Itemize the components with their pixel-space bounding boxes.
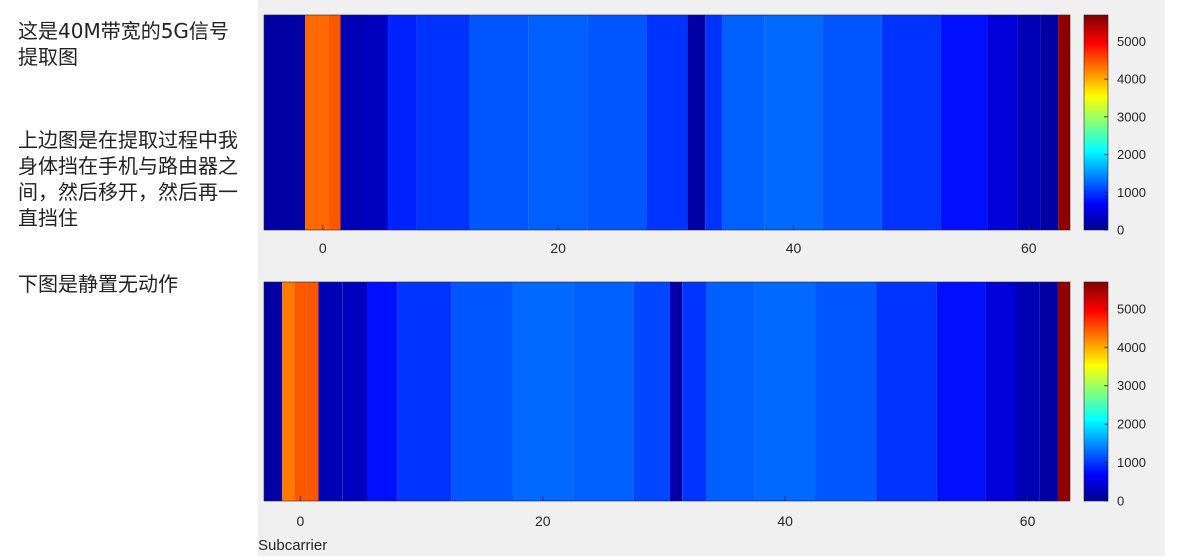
axes-frame xyxy=(263,14,1071,231)
heatmap-column xyxy=(1017,15,1041,230)
heatmap-column xyxy=(822,15,882,230)
heatmap-column xyxy=(1015,282,1040,501)
note-top-figure: 上边图是在提取过程中我身体挡在手机与路由器之间，然后移开，然后再一直挡住 xyxy=(18,128,238,230)
heatmap-column xyxy=(815,282,877,501)
heatmap-column xyxy=(469,15,529,230)
heatmap-column xyxy=(936,282,986,501)
colorbar-tick-label: 4000 xyxy=(1117,72,1146,87)
note-bottom-figure: 下图是静置无动作 xyxy=(18,272,178,296)
figure-canvas: 0 20 40 60 0 1000 2000 3000 4000 5000 0 20 40 60 0 100… xyxy=(258,0,1165,556)
colorbar-tick-label: 5000 xyxy=(1117,34,1146,49)
heatmap-column xyxy=(682,282,707,501)
heatmap-top: 0 20 40 60 0 1000 2000 3000 4000 5000 xyxy=(263,14,1146,256)
heatmap-column xyxy=(328,15,341,230)
x-tick-label: 20 xyxy=(535,513,551,529)
heatmap-column xyxy=(512,282,574,501)
heatmap-column xyxy=(397,282,452,501)
colorbar-tick-label: 3000 xyxy=(1117,109,1146,124)
colorbar-tick-label: 0 xyxy=(1117,494,1124,509)
heatmap-column xyxy=(987,15,1017,230)
colorbar-tick-label: 1000 xyxy=(1117,185,1146,200)
colorbar xyxy=(1083,14,1109,231)
colorbar-tick-label: 2000 xyxy=(1117,147,1146,162)
heatmap-column xyxy=(587,15,647,230)
heatmap-column xyxy=(264,282,283,501)
heatmap-column xyxy=(340,15,364,230)
heatmap-column xyxy=(1040,15,1059,230)
x-tick-label: 0 xyxy=(296,513,304,529)
colorbar-tick-label: 3000 xyxy=(1117,378,1146,393)
colorbar-tick-label: 0 xyxy=(1117,223,1124,238)
heatmap-column xyxy=(687,15,706,230)
x-tick-label: 40 xyxy=(786,240,802,256)
heatmap-column xyxy=(985,282,1016,501)
heatmap-column xyxy=(294,282,307,501)
colorbar xyxy=(1083,281,1109,502)
note-bandwidth: 这是40M带宽的5G信号提取图 xyxy=(18,19,229,69)
heatmap-column xyxy=(940,15,988,230)
heatmap-column xyxy=(367,282,398,501)
heatmap-column xyxy=(705,15,723,230)
colorbar-tick-label: 4000 xyxy=(1117,340,1146,355)
axes-frame xyxy=(263,281,1071,502)
heatmap-column xyxy=(633,282,671,501)
x-tick-label: 60 xyxy=(1020,513,1036,529)
heatmap-column xyxy=(417,15,470,230)
heatmap-column xyxy=(451,282,513,501)
x-tick-label: 20 xyxy=(550,240,566,256)
heatmap-column xyxy=(318,282,343,501)
heatmap-column xyxy=(387,15,417,230)
heatmap-column xyxy=(881,15,941,230)
heatmap-column xyxy=(1039,282,1058,501)
x-tick-label: 0 xyxy=(319,240,327,256)
colorbar-tick-label: 1000 xyxy=(1117,455,1146,470)
heatmap-column xyxy=(754,282,816,501)
heatmap-column xyxy=(722,15,765,230)
heatmap-column xyxy=(1058,15,1070,230)
heatmap-column xyxy=(1057,282,1070,501)
heatmap-column xyxy=(342,282,367,501)
colorbar-tick-label: 5000 xyxy=(1117,301,1146,316)
heatmap-column xyxy=(706,282,755,501)
heatmap-column xyxy=(573,282,634,501)
heatmap-column xyxy=(306,282,319,501)
heatmap-column xyxy=(646,15,688,230)
heatmap-column xyxy=(764,15,823,230)
heatmap-column xyxy=(876,282,937,501)
heatmap-column xyxy=(282,282,295,501)
heatmap-column xyxy=(317,15,329,230)
colorbar-tick-label: 2000 xyxy=(1117,417,1146,432)
heatmap-column xyxy=(305,15,317,230)
heatmap-column xyxy=(528,15,588,230)
x-tick-label: 60 xyxy=(1021,240,1037,256)
heatmap-column xyxy=(364,15,388,230)
x-tick-label: 40 xyxy=(777,513,793,529)
heatmap-figure: 0 20 40 60 0 1000 2000 3000 4000 5000 0 20 40 60 0 100… xyxy=(258,14,1146,554)
heatmap-column xyxy=(264,15,306,230)
heatmap-column xyxy=(670,282,683,501)
heatmap-bottom: 0 20 40 60 0 1000 2000 3000 4000 5000 xyxy=(263,281,1146,529)
x-axis-label: Subcarrier xyxy=(258,537,327,554)
